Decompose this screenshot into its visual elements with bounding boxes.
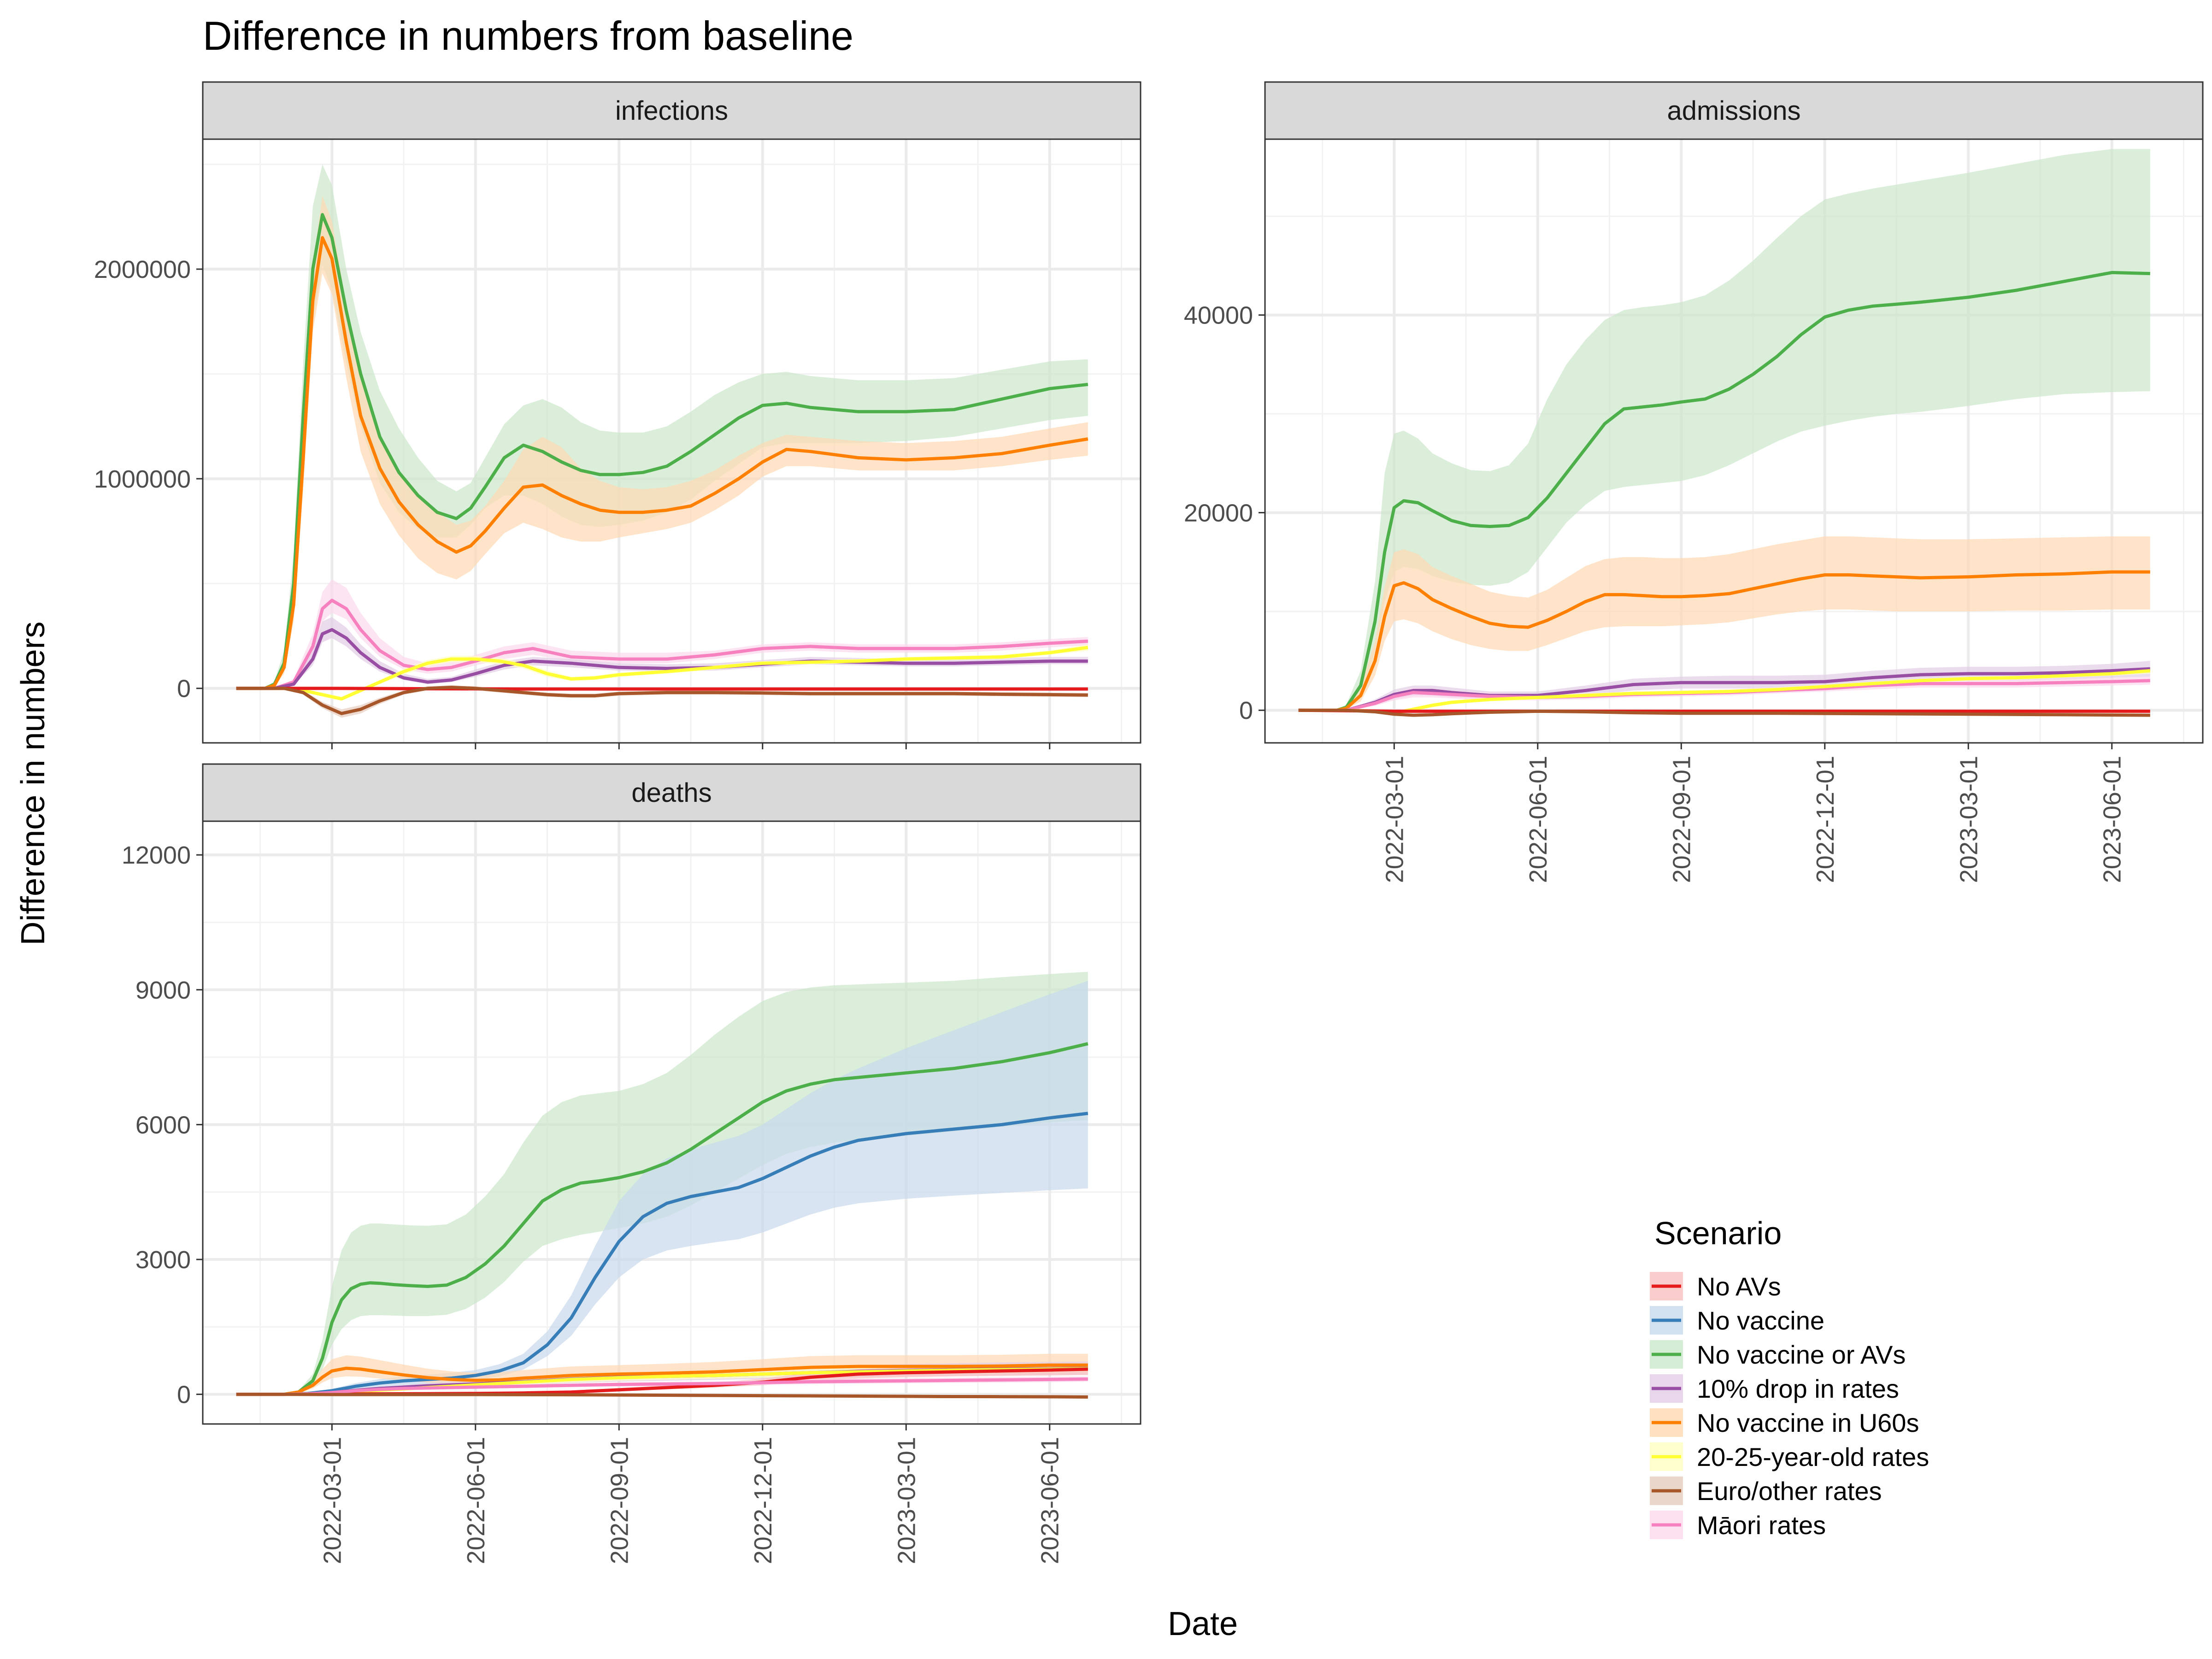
x-tick-label: 2022-09-01 <box>1668 756 1695 883</box>
panel-deaths: deaths 0 3000 6000 9000 12000 2022-03-01 2022-0… <box>122 763 1141 1564</box>
legend-entries: No AVs No vaccine No vaccine or AVs 10% dro… <box>1650 1272 1929 1540</box>
legend-label-no_vaccine_avs: No vaccine or AVs <box>1697 1340 1906 1369</box>
y-tick-label: 0 <box>1239 697 1253 724</box>
chart-title: Difference in numbers from baseline <box>203 13 853 59</box>
line-euro <box>1298 708 2150 717</box>
line-u60 <box>236 236 1088 690</box>
x-tick-label: 2023-03-01 <box>1955 756 1983 883</box>
ribbon-u60 <box>236 195 1088 688</box>
legend-title: Scenario <box>1654 1215 1782 1251</box>
strip-background <box>202 763 1141 822</box>
line-euro <box>236 686 1088 715</box>
line-no_vaccine_avs <box>236 1042 1088 1396</box>
line-maori <box>236 599 1088 690</box>
line-drop10 <box>1298 667 2150 712</box>
x-tick-label: 2022-06-01 <box>462 1437 490 1564</box>
legend-label-drop10: 10% drop in rates <box>1697 1374 1899 1403</box>
legend-label-maori: Māori rates <box>1697 1511 1826 1540</box>
legend-item-age2025: 20-25-year-old rates <box>1650 1442 1929 1471</box>
strip-background <box>202 81 1141 140</box>
x-tick-label: 2022-12-01 <box>1812 756 1839 883</box>
y-tick-label: 20000 <box>1184 499 1253 527</box>
ribbon-no_vaccine_avs <box>1298 149 2150 711</box>
panels: infections 0 1000000 2000000 admissions 0 2000… <box>94 81 2204 1564</box>
line-drop10 <box>236 628 1088 690</box>
y-tick-label: 2000000 <box>94 256 191 283</box>
y-tick-label: 12000 <box>122 841 191 869</box>
strip-label-admissions: admissions <box>1667 96 1800 126</box>
line-euro <box>236 1393 1088 1399</box>
legend-item-no_vaccine_avs: No vaccine or AVs <box>1650 1340 1906 1369</box>
y-tick-label: 0 <box>177 1381 191 1409</box>
legend: Scenario No AVs No vaccine No vaccine or A… <box>1650 1215 1929 1540</box>
line-no_vaccine_avs <box>236 213 1088 690</box>
y-tick-label: 0 <box>177 675 191 703</box>
x-tick-label: 2022-12-01 <box>749 1437 777 1564</box>
y-tick-label: 6000 <box>135 1111 191 1139</box>
series-layer <box>1298 149 2151 717</box>
line-u60 <box>1298 570 2150 712</box>
x-tick-label: 2022-09-01 <box>606 1437 633 1564</box>
x-tick-label: 2022-06-01 <box>1524 756 1552 883</box>
legend-item-no_avs: No AVs <box>1650 1272 1781 1301</box>
line-no_avs <box>236 687 1088 691</box>
line-u60 <box>236 1363 1088 1396</box>
strip-label-infections: infections <box>615 96 728 126</box>
panel-admissions: admissions 0 20000 40000 2022-03-01 2022-06-0… <box>1184 81 2204 883</box>
x-tick-label: 2022-03-01 <box>1381 756 1408 883</box>
x-axis-title: Date <box>1168 1606 1238 1642</box>
series-layer <box>236 164 1088 718</box>
legend-label-u60: No vaccine in U60s <box>1697 1408 1919 1437</box>
strip-label-deaths: deaths <box>631 778 712 808</box>
x-tick-label: 2023-06-01 <box>2099 756 2126 883</box>
ribbon-u60 <box>1298 536 2150 711</box>
line-no_vaccine_avs <box>1298 271 2150 712</box>
legend-label-no_avs: No AVs <box>1697 1272 1781 1301</box>
x-tick-label: 2022-03-01 <box>318 1437 346 1564</box>
legend-label-no_vaccine: No vaccine <box>1697 1306 1824 1335</box>
line-no_avs <box>1298 708 2150 713</box>
panel-infections: infections 0 1000000 2000000 <box>94 81 1141 749</box>
legend-label-age2025: 20-25-year-old rates <box>1697 1442 1929 1471</box>
strip-background <box>1264 81 2204 140</box>
line-maori <box>236 1377 1088 1396</box>
x-tick-label: 2023-03-01 <box>893 1437 920 1564</box>
legend-item-no_vaccine: No vaccine <box>1650 1306 1824 1335</box>
legend-item-u60: No vaccine in U60s <box>1650 1408 1919 1437</box>
y-tick-label: 1000000 <box>94 465 191 493</box>
y-tick-label: 40000 <box>1184 302 1253 329</box>
legend-item-euro: Euro/other rates <box>1650 1477 1882 1506</box>
y-tick-label: 9000 <box>135 977 191 1004</box>
y-tick-label: 3000 <box>135 1246 191 1274</box>
legend-item-maori: Māori rates <box>1650 1511 1826 1540</box>
x-tick-label: 2023-06-01 <box>1036 1437 1064 1564</box>
legend-item-drop10: 10% drop in rates <box>1650 1374 1899 1403</box>
line-no_vaccine <box>236 1112 1088 1396</box>
legend-label-euro: Euro/other rates <box>1697 1477 1882 1506</box>
line-age2025 <box>236 646 1088 700</box>
series-layer <box>236 971 1088 1399</box>
ribbon-no_vaccine <box>236 981 1088 1394</box>
y-axis-title: Difference in numbers <box>15 621 52 945</box>
